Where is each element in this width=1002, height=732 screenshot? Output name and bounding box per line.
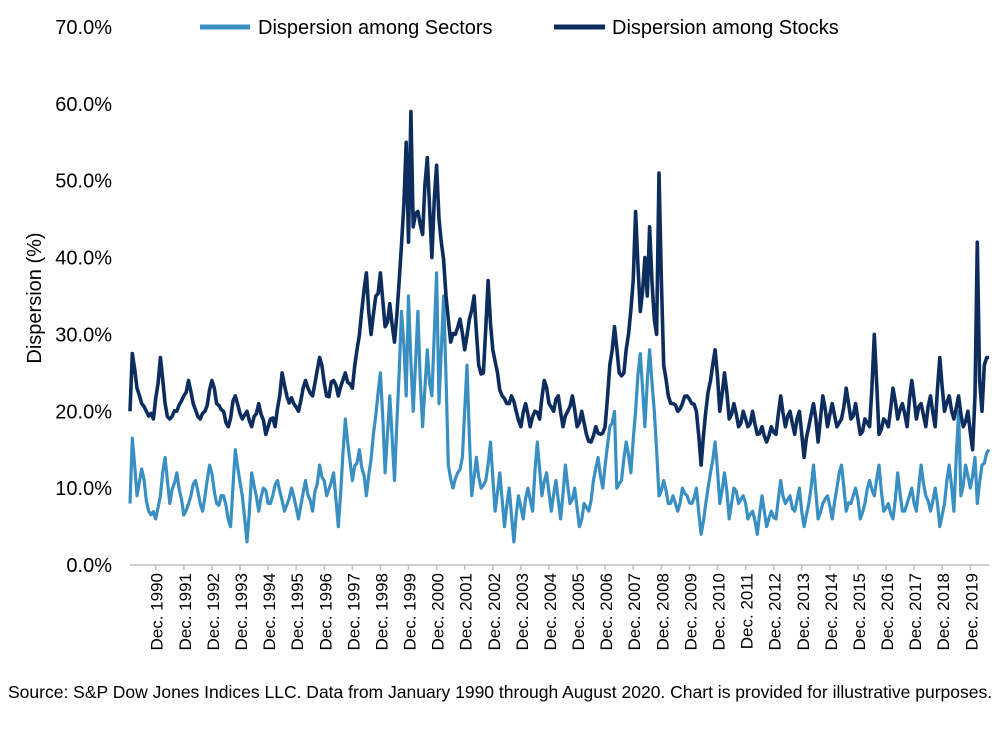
x-tick-label: Dec. 2001 xyxy=(457,573,476,651)
x-tick-label: Dec. 2017 xyxy=(906,573,925,651)
x-tick-label: Dec. 2011 xyxy=(738,573,757,649)
x-tick-label: Dec. 2000 xyxy=(429,573,448,651)
x-tick-label: Dec. 2008 xyxy=(653,573,672,651)
x-tick-label: Dec. 1993 xyxy=(232,573,251,651)
y-tick-label: 20.0% xyxy=(55,401,112,423)
source-note: Source: S&P Dow Jones Indices LLC. Data … xyxy=(8,682,993,702)
x-tick-label: Dec. 1991 xyxy=(176,573,195,651)
y-tick-label: 30.0% xyxy=(55,324,112,346)
x-tick-label: Dec. 1995 xyxy=(288,573,307,651)
x-tick-label: Dec. 1997 xyxy=(344,573,363,651)
x-tick-label: Dec. 2013 xyxy=(794,573,813,651)
x-tick-label: Dec. 2003 xyxy=(513,573,532,651)
y-tick-label: 70.0% xyxy=(55,17,112,39)
legend-label-stocks: Dispersion among Stocks xyxy=(612,17,839,39)
x-tick-label: Dec. 1998 xyxy=(372,573,391,651)
y-tick-label: 0.0% xyxy=(66,555,112,577)
x-tick-label: Dec. 1996 xyxy=(316,573,335,651)
y-axis-ticks: 0.0% 10.0% 20.0% 30.0% 40.0% 50.0% 60.0% 70.0% xyxy=(55,17,112,577)
y-axis-title: Dispersion (%) xyxy=(24,232,46,363)
x-tick-label: Dec. 1999 xyxy=(401,573,420,651)
y-tick-label: 50.0% xyxy=(55,171,112,193)
legend-label-sectors: Dispersion among Sectors xyxy=(258,17,493,39)
x-tick-label: Dec. 1992 xyxy=(204,573,223,651)
y-tick-label: 10.0% xyxy=(55,478,112,500)
x-tick-label: Dec. 2002 xyxy=(485,573,504,651)
series-layer xyxy=(128,109,991,544)
x-axis-ticks: Dec. 1990 Dec. 1991 Dec. 1992 Dec. 1993 Dec.… xyxy=(148,565,981,651)
x-tick-label: Dec. 2016 xyxy=(878,573,897,651)
x-tick-label: Dec. 2012 xyxy=(766,573,785,651)
x-tick-label: Dec. 2007 xyxy=(625,573,644,651)
x-tick-label: Dec. 1990 xyxy=(148,573,167,651)
x-tick-label: Dec. 2005 xyxy=(569,573,588,651)
x-tick-label: Dec. 1994 xyxy=(260,573,279,651)
x-tick-label: Dec. 2004 xyxy=(541,573,560,651)
x-tick-label: Dec. 2018 xyxy=(934,573,953,651)
y-tick-label: 60.0% xyxy=(55,94,112,116)
x-tick-label: Dec. 2006 xyxy=(597,573,616,651)
y-tick-label: 40.0% xyxy=(55,248,112,270)
x-tick-label: Dec. 2010 xyxy=(709,573,728,651)
x-tick-label: Dec. 2014 xyxy=(822,573,841,651)
x-tick-label: Dec. 2019 xyxy=(962,573,981,651)
chart-legend: Dispersion among Sectors Dispersion amon… xyxy=(200,17,839,39)
x-tick-label: Dec. 2015 xyxy=(850,573,869,651)
series-line-sectors xyxy=(128,271,991,544)
series-line-stocks xyxy=(128,109,989,467)
x-tick-label: Dec. 2009 xyxy=(681,573,700,651)
